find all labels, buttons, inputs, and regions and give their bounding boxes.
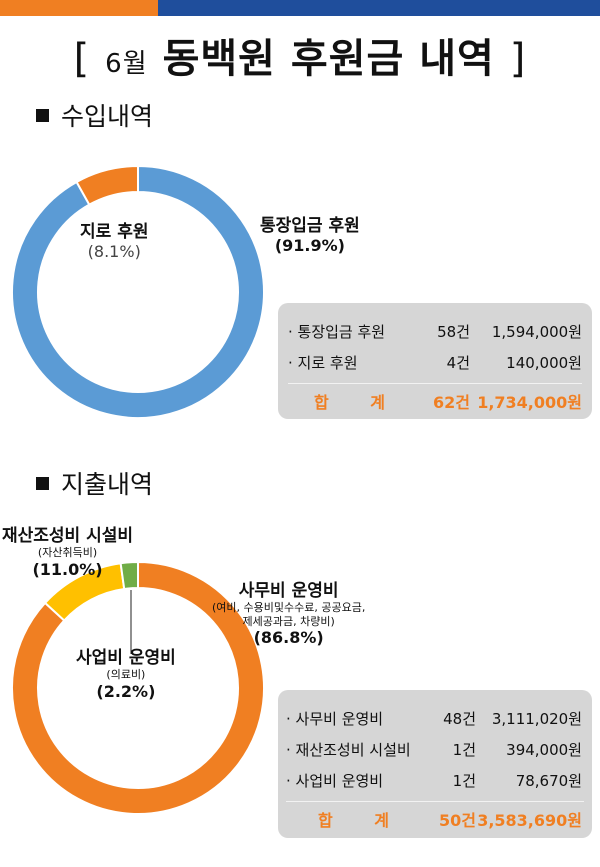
square-bullet-icon — [36, 476, 49, 490]
income-label-giro-pct: (8.1%) — [87, 242, 141, 262]
expense-label-facility-pct: (11.0%) — [32, 559, 103, 579]
square-bullet-icon — [36, 108, 49, 122]
income-row: · 지로 후원 4건 140,000원 — [278, 352, 592, 376]
income-donut-chart — [11, 164, 265, 419]
income-label-bank-pct: (91.9%) — [274, 236, 345, 256]
expense-label-facility-name: 재산조성비 시설비 — [2, 526, 134, 546]
expense-label-facility-sub: (자산취득비) — [37, 546, 98, 560]
expense-donut-chart — [11, 560, 265, 815]
expense-label-office-sub2: 제세공과금, 차량비) — [242, 614, 335, 628]
title-month-unit: 월 — [122, 49, 148, 79]
expense-label-project-pct: (2.2%) — [96, 681, 156, 701]
expense-row: · 사업비 운영비 1건 78,670원 — [278, 770, 592, 794]
income-heading: 수입내역 — [36, 97, 153, 133]
title-open-bracket: [ — [73, 36, 91, 82]
expense-row-count: 48건 — [443, 710, 476, 728]
income-slice-1 — [75, 164, 139, 207]
expense-row-label: · 사무비 운영비 — [286, 710, 384, 728]
expense-row-count: 1건 — [452, 772, 476, 790]
expense-summary-box: · 사무비 운영비 48건 3,111,020원 · 재산조성비 시설비 1건 … — [278, 690, 592, 838]
income-slice-0 — [11, 164, 265, 419]
title-main: 동백원 후원금 내역 — [162, 36, 495, 82]
income-row-amount: 1,594,000원 — [491, 323, 582, 341]
income-total-amount: 1,734,000원 — [477, 393, 582, 412]
expense-row-amount: 394,000원 — [506, 741, 582, 759]
expense-total-amount: 3,583,690원 — [477, 811, 582, 830]
page-title: [ 6월 동백원 후원금 내역 ] — [0, 26, 600, 84]
expense-label-office-pct: (86.8%) — [253, 627, 324, 647]
income-row: · 통장입금 후원 58건 1,594,000원 — [278, 321, 592, 345]
expense-label-office: 사무비 운영비 (여비, 수용비및수수료, 공공요금, 제세공과금, 차량비) … — [212, 581, 365, 647]
income-heading-label: 수입내역 — [61, 102, 154, 131]
expense-total-label: 합 계 — [318, 811, 408, 830]
expense-row-amount: 3,111,020원 — [491, 710, 582, 728]
expense-total-divider — [286, 801, 584, 802]
title-close-bracket: ] — [509, 36, 527, 82]
income-label-bank: 통장입금 후원 (91.9%) — [260, 216, 360, 256]
income-row-label: · 지로 후원 — [288, 354, 358, 372]
expense-label-facility: 재산조성비 시설비 (자산취득비) (11.0%) — [2, 526, 133, 579]
income-label-giro: 지로 후원 (8.1%) — [80, 222, 148, 262]
expense-row-amount: 78,670원 — [515, 772, 582, 790]
expense-total-count: 50건 — [439, 811, 476, 830]
income-label-giro-name: 지로 후원 — [80, 222, 149, 242]
income-summary-box: · 통장입금 후원 58건 1,594,000원 · 지로 후원 4건 140,… — [278, 303, 592, 419]
top-bar-blue-segment — [158, 0, 600, 16]
income-row-count: 58건 — [437, 323, 470, 341]
expense-row: · 재산조성비 시설비 1건 394,000원 — [278, 739, 592, 763]
expense-row: · 사무비 운영비 48건 3,111,020원 — [278, 708, 592, 732]
expense-row-label: · 사업비 운영비 — [286, 772, 384, 790]
expense-heading-label: 지출내역 — [61, 470, 154, 499]
expense-heading: 지출내역 — [36, 465, 153, 501]
expense-label-project-name: 사업비 운영비 — [76, 648, 176, 668]
income-row-amount: 140,000원 — [506, 354, 582, 372]
expense-slice-0 — [11, 560, 265, 815]
top-bar-orange-segment — [0, 0, 158, 16]
income-row-label: · 통장입금 후원 — [288, 323, 386, 341]
income-total-row: 합 계 62건 1,734,000원 — [278, 389, 592, 413]
expense-label-office-name: 사무비 운영비 — [238, 581, 339, 601]
expense-label-project-sub: (의료비) — [106, 668, 146, 682]
income-row-count: 4건 — [446, 354, 470, 372]
expense-label-office-sub1: (여비, 수용비및수수료, 공공요금, — [212, 601, 366, 615]
income-total-divider — [288, 383, 582, 384]
income-total-label: 합 계 — [314, 393, 404, 412]
title-month-number: 6 — [105, 49, 123, 79]
expense-total-row: 합 계 50건 3,583,690원 — [278, 807, 592, 831]
income-total-count: 62건 — [433, 393, 470, 412]
expense-slice-2 — [119, 560, 139, 591]
expense-row-count: 1건 — [452, 741, 476, 759]
expense-label-project: 사업비 운영비 (의료비) (2.2%) — [76, 648, 176, 701]
top-color-bar — [0, 0, 600, 16]
expense-row-label: · 재산조성비 시설비 — [286, 741, 411, 759]
income-label-bank-name: 통장입금 후원 — [260, 216, 360, 236]
